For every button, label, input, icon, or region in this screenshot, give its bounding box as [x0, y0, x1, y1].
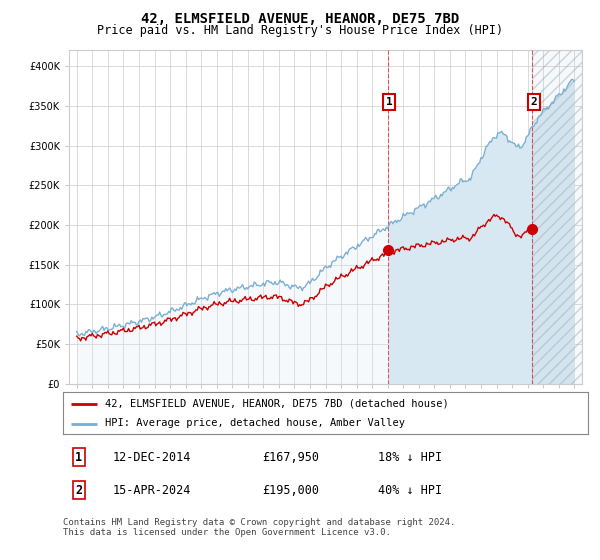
Bar: [532, 50, 582, 384]
Text: 2: 2: [75, 483, 82, 497]
Text: £167,950: £167,950: [263, 451, 320, 464]
Bar: [532, 50, 582, 384]
Text: 1: 1: [386, 97, 392, 107]
Text: 1: 1: [75, 451, 82, 464]
Text: 15-APR-2024: 15-APR-2024: [113, 483, 191, 497]
Text: Contains HM Land Registry data © Crown copyright and database right 2024.
This d: Contains HM Land Registry data © Crown c…: [63, 518, 455, 538]
Text: HPI: Average price, detached house, Amber Valley: HPI: Average price, detached house, Ambe…: [105, 418, 405, 428]
Text: 18% ↓ HPI: 18% ↓ HPI: [378, 451, 442, 464]
Text: £195,000: £195,000: [263, 483, 320, 497]
Text: Price paid vs. HM Land Registry's House Price Index (HPI): Price paid vs. HM Land Registry's House …: [97, 24, 503, 37]
Text: 12-DEC-2014: 12-DEC-2014: [113, 451, 191, 464]
Text: 42, ELMSFIELD AVENUE, HEANOR, DE75 7BD: 42, ELMSFIELD AVENUE, HEANOR, DE75 7BD: [141, 12, 459, 26]
Text: 40% ↓ HPI: 40% ↓ HPI: [378, 483, 442, 497]
Text: 42, ELMSFIELD AVENUE, HEANOR, DE75 7BD (detached house): 42, ELMSFIELD AVENUE, HEANOR, DE75 7BD (…: [105, 399, 449, 409]
Text: 2: 2: [530, 97, 537, 107]
